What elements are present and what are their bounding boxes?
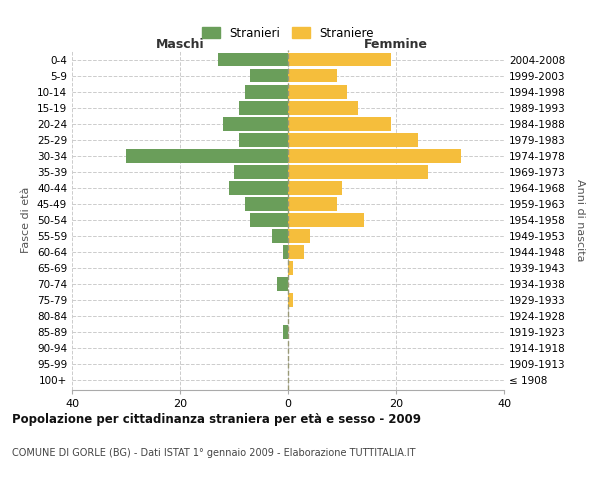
Bar xyxy=(288,213,364,227)
Text: Maschi: Maschi xyxy=(155,38,205,51)
Text: Popolazione per cittadinanza straniera per età e sesso - 2009: Popolazione per cittadinanza straniera p… xyxy=(12,412,421,426)
Bar xyxy=(288,149,461,162)
Bar xyxy=(239,133,288,146)
Bar xyxy=(288,246,304,259)
Y-axis label: Fasce di età: Fasce di età xyxy=(22,187,31,253)
Bar xyxy=(218,53,288,66)
Bar xyxy=(288,294,293,307)
Bar xyxy=(223,117,288,130)
Bar xyxy=(277,278,288,291)
Bar xyxy=(288,181,342,194)
Bar xyxy=(288,133,418,146)
Bar xyxy=(126,149,288,162)
Bar xyxy=(288,85,347,98)
Bar xyxy=(234,165,288,178)
Text: COMUNE DI GORLE (BG) - Dati ISTAT 1° gennaio 2009 - Elaborazione TUTTITALIA.IT: COMUNE DI GORLE (BG) - Dati ISTAT 1° gen… xyxy=(12,448,415,458)
Bar xyxy=(250,213,288,227)
Bar xyxy=(288,165,428,178)
Bar xyxy=(245,85,288,98)
Bar xyxy=(288,101,358,114)
Bar xyxy=(250,69,288,82)
Bar xyxy=(288,53,391,66)
Bar xyxy=(283,326,288,339)
Bar xyxy=(245,197,288,211)
Bar xyxy=(272,229,288,243)
Bar xyxy=(288,69,337,82)
Y-axis label: Anni di nascita: Anni di nascita xyxy=(575,179,585,261)
Bar xyxy=(229,181,288,194)
Bar xyxy=(288,117,391,130)
Text: Femmine: Femmine xyxy=(364,38,428,51)
Bar xyxy=(288,197,337,211)
Bar xyxy=(288,229,310,243)
Bar xyxy=(283,246,288,259)
Legend: Stranieri, Straniere: Stranieri, Straniere xyxy=(197,22,379,44)
Bar xyxy=(239,101,288,114)
Bar xyxy=(288,262,293,275)
